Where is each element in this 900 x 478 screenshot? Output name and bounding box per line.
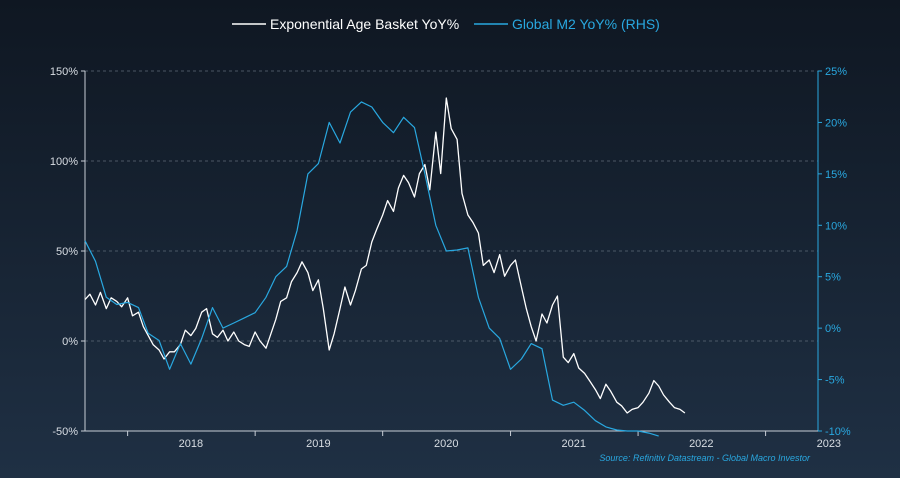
series-line-basket: [84, 97, 686, 414]
series-line-m2: [84, 101, 659, 437]
y-left-tick-label: 150%: [50, 66, 78, 78]
y-right-tick-label: 25%: [825, 66, 847, 78]
x-tick-label: 2018: [179, 438, 203, 450]
y-left-tick-label: 50%: [56, 246, 78, 258]
y-right-tick-label: 5%: [825, 272, 841, 284]
y-left-tick-label: 100%: [50, 156, 78, 168]
x-tick-label: 2020: [434, 438, 458, 450]
x-tick-label: 2021: [562, 438, 586, 450]
axes: 150% 100% 50% 0% -50% 25% 20% 15% 10% 5% 0% -5% -10%…: [50, 66, 851, 450]
x-tick-label: 2019: [306, 438, 330, 450]
y-right-tick-label: 15%: [825, 169, 847, 181]
y-right-tick-label: -5%: [825, 375, 845, 387]
y-right-tick-label: -10%: [825, 426, 851, 438]
y-right-tick-label: 0%: [825, 323, 841, 335]
x-tick-label: 2023: [817, 438, 841, 450]
legend-label-basket: Exponential Age Basket YoY%: [270, 16, 459, 32]
y-left-tick-label: -50%: [52, 426, 78, 438]
series-layer: [84, 97, 686, 437]
y-right-tick-label: 20%: [825, 117, 847, 129]
grid: [85, 70, 818, 342]
y-right-tick-label: 10%: [825, 220, 847, 232]
legend-label-m2: Global M2 YoY% (RHS): [512, 16, 660, 32]
legend: Exponential Age Basket YoY% Global M2 Yo…: [232, 16, 660, 32]
y-left-tick-label: 0%: [62, 336, 78, 348]
x-tick-label: 2022: [689, 438, 713, 450]
source-note: Source: Refinitiv Datastream - Global Ma…: [599, 453, 811, 463]
